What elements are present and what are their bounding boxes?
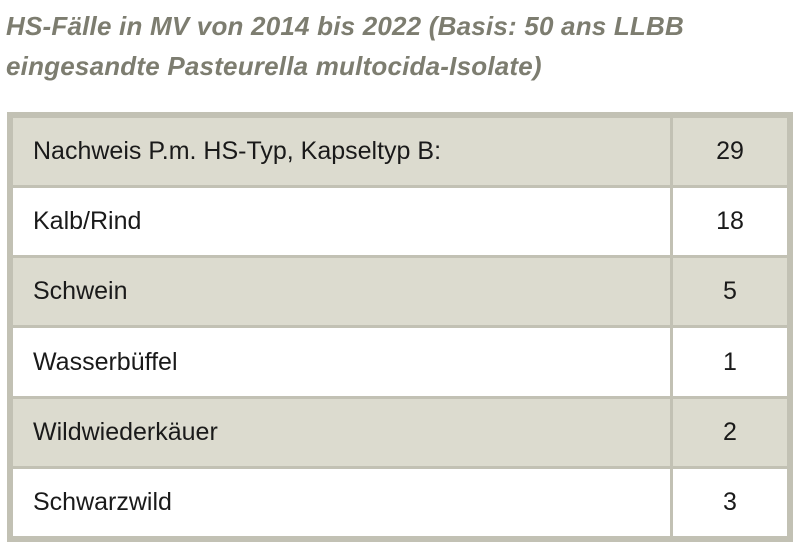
row-value-schwein: 5: [670, 255, 790, 329]
hs-cases-table: Nachweis P.m. HS-Typ, Kapseltyp B: 29 Ka…: [10, 114, 790, 540]
table-row: Schwein 5: [10, 255, 790, 329]
row-value-schwarzwild: 3: [670, 465, 790, 540]
row-label-nachweis: Nachweis P.m. HS-Typ, Kapseltyp B:: [10, 114, 673, 189]
row-value-kalb-rind: 18: [670, 185, 790, 259]
row-value-wildwiederkaeuer: 2: [670, 395, 790, 469]
table-row: Kalb/Rind 18: [10, 185, 790, 259]
row-label-schwein: Schwein: [10, 255, 673, 329]
row-value-nachweis: 29: [670, 114, 790, 189]
title-line-1: HS-Fälle in MV von 2014 bis 2022 (Basis:…: [6, 11, 684, 41]
row-label-kalb-rind: Kalb/Rind: [10, 185, 673, 259]
table-row: Wasserbüffel 1: [10, 325, 790, 399]
table-row: Wildwiederkäuer 2: [10, 395, 790, 469]
data-table-frame: Nachweis P.m. HS-Typ, Kapseltyp B: 29 Ka…: [7, 112, 793, 542]
row-label-wildwiederkaeuer: Wildwiederkäuer: [10, 395, 673, 469]
page-title: HS-Fälle in MV von 2014 bis 2022 (Basis:…: [6, 6, 796, 86]
row-value-wasserbueffel: 1: [670, 325, 790, 399]
row-label-wasserbueffel: Wasserbüffel: [10, 325, 673, 399]
table-row: Schwarzwild 3: [10, 465, 790, 540]
row-label-schwarzwild: Schwarzwild: [10, 465, 673, 540]
table-row: Nachweis P.m. HS-Typ, Kapseltyp B: 29: [10, 114, 790, 189]
title-line-2: eingesandte Pasteurella multocida-Isolat…: [6, 51, 542, 81]
